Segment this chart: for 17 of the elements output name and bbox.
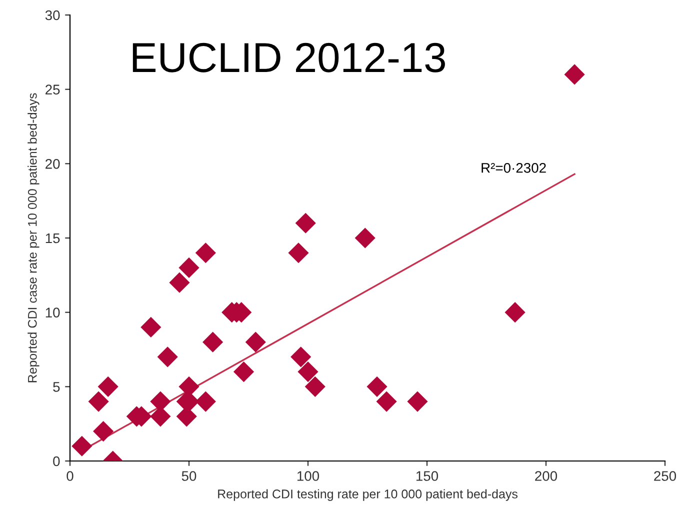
text: EUCLID 2012-13 [132, 42, 445, 72]
x-axis-title: Reported CDI testing rate per 10 000 patient bed-days [218, 489, 518, 501]
y-tick-label: 10 [46, 308, 60, 318]
x-tick-label: 50 [182, 471, 196, 481]
y-tick-label: 5 [53, 382, 60, 392]
y-tick-label: 0 [53, 456, 60, 466]
y-tick-label: 20 [46, 159, 60, 169]
y-tick-label: 15 [46, 233, 60, 244]
y-tick-label: 25 [46, 84, 60, 95]
x-tick-label: 250 [654, 471, 676, 481]
x-tick-label: 100 [297, 471, 320, 481]
y-tick-label: 30 [45, 10, 60, 20]
y-axis-title: Reported CDI case rate per 10 000 patient bed-days [28, 93, 40, 382]
x-tick-label: 200 [535, 471, 558, 481]
x-tick-label: 0 [66, 471, 74, 481]
annotation: R²=0·2302 [482, 162, 546, 173]
x-tick-label: 150 [416, 471, 438, 481]
